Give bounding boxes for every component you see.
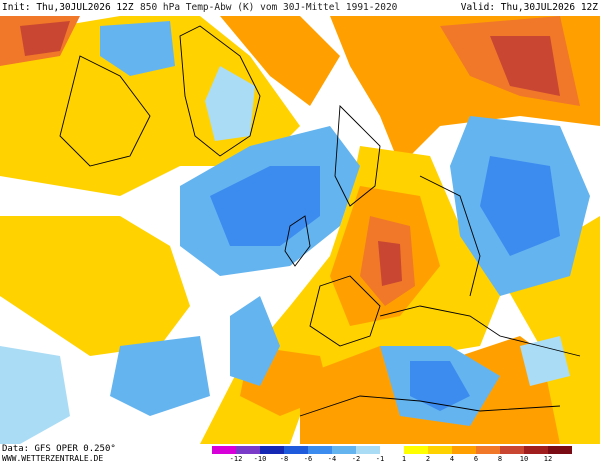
legend-tick-label: 12 (543, 455, 553, 463)
legend-color-box (380, 446, 404, 454)
legend-tick-label: -6 (303, 455, 313, 463)
legend-color-box (284, 446, 308, 454)
legend-tick-label: -10 (253, 455, 267, 463)
africa-north-coast (299, 395, 561, 417)
coastlines (59, 25, 581, 417)
legend-tick-label: 10 (519, 455, 529, 463)
legend-color-box (332, 446, 356, 454)
legend-color-box (404, 446, 428, 454)
legend-tick-label: 8 (497, 455, 503, 463)
map-footer: Data: GFS OPER 0.250° WWW.WETTERZENTRALE… (0, 444, 600, 464)
legend-tick-label: 2 (425, 455, 431, 463)
map-title: 850 hPa Temp-Abw (K) vom 30J-Mittel 1991… (140, 2, 398, 13)
legend-tick-label: 1 (401, 455, 407, 463)
legend-color-box (236, 446, 260, 454)
legend-tick-label: -12 (229, 455, 243, 463)
legend-tick-label: -8 (279, 455, 289, 463)
temperature-anomaly-map (0, 16, 600, 444)
iberia-coast (309, 275, 381, 347)
cool-anomaly-areas (0, 21, 590, 444)
legend-color-box (428, 446, 452, 454)
anomaly-field (0, 16, 600, 444)
legend-tick-label: -2 (351, 455, 361, 463)
website-label: WWW.WETTERZENTRALE.DE (2, 454, 104, 463)
legend-color-box (452, 446, 476, 454)
legend-color-box (260, 446, 284, 454)
legend-color-box (548, 446, 572, 454)
eastern-europe-border (419, 175, 481, 297)
init-time-label: Init: Thu,30JUL2026 12Z (2, 2, 134, 13)
greenland-coast (179, 25, 261, 157)
valid-time-label: Valid: Thu,30JUL2026 12Z (460, 2, 598, 13)
scandinavia-coast (334, 104, 381, 207)
mediterranean-north-coast (379, 305, 581, 357)
legend-color-box (308, 446, 332, 454)
legend-tick-label: -1 (375, 455, 385, 463)
data-source-label: Data: GFS OPER 0.250° (2, 444, 116, 454)
legend-tick-label: -4 (327, 455, 337, 463)
arctic-islands-coast (59, 55, 151, 167)
legend-color-box (500, 446, 524, 454)
legend-tick-label: 4 (449, 455, 455, 463)
legend-tick-label: 6 (473, 455, 479, 463)
british-isles-coast (284, 215, 311, 267)
legend-color-box (524, 446, 548, 454)
legend-color-box (212, 446, 236, 454)
legend-color-box (356, 446, 380, 454)
map-header: Init: Thu,30JUL2026 12Z 850 hPa Temp-Abw… (0, 0, 600, 16)
legend-color-box (476, 446, 500, 454)
